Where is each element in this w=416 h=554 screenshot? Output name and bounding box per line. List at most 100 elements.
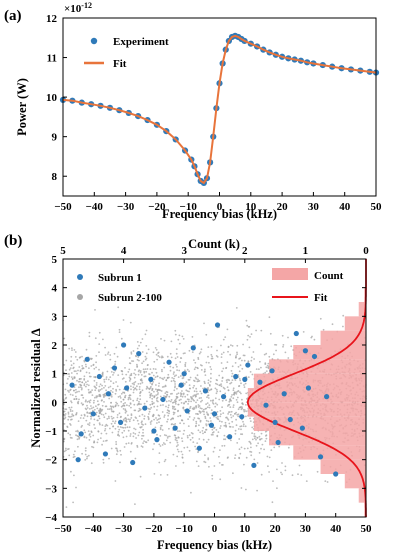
subrun-rest-point <box>253 358 256 360</box>
fit-line <box>62 34 377 185</box>
subrun-rest-point <box>282 344 285 346</box>
subrun-rest-point <box>129 377 132 380</box>
subrun-rest-point <box>175 363 178 366</box>
subrun-rest-point <box>93 399 95 402</box>
subrun-rest-point <box>257 442 259 445</box>
subrun-rest-point <box>152 351 155 354</box>
subrun-rest-point <box>145 329 148 332</box>
subrun1-point <box>148 376 154 382</box>
subrun-rest-point <box>69 416 71 418</box>
subrun-rest-point <box>176 365 178 368</box>
subrun-rest-point <box>70 360 72 362</box>
subrun-rest-point <box>75 395 77 398</box>
subrun-rest-point <box>231 365 234 368</box>
subrun-rest-point <box>193 390 196 393</box>
subrun-rest-point <box>78 386 80 389</box>
subrun-rest-point <box>144 333 147 336</box>
subrun-rest-point <box>125 373 128 376</box>
subrun-rest-point <box>104 346 106 349</box>
subrun-rest-point <box>175 348 178 350</box>
subrun-rest-point <box>215 382 217 385</box>
subrun-rest-point <box>63 450 66 453</box>
subrun-rest-point <box>204 454 206 457</box>
subrun-rest-point <box>176 356 179 358</box>
subrun-rest-point <box>202 426 205 429</box>
subrun1-point <box>142 405 148 411</box>
subrun-rest-point <box>137 423 140 425</box>
subrun-rest-point <box>130 352 133 355</box>
subrun-rest-point <box>75 388 77 391</box>
subrun-rest-point <box>191 336 194 338</box>
subrun-rest-point <box>197 378 199 381</box>
subrun-rest-point <box>126 426 129 429</box>
subrun-rest-point <box>181 395 184 398</box>
subrun-rest-point <box>84 400 87 403</box>
subrun-rest-point <box>184 362 187 364</box>
subrun-rest-point <box>181 457 184 459</box>
legend-subrun1-marker <box>77 274 83 280</box>
subrun-rest-point <box>210 368 213 371</box>
subrun-rest-point <box>121 426 124 429</box>
subrun-rest-point <box>70 401 73 404</box>
subrun-rest-point <box>138 415 141 417</box>
subrun-rest-point <box>97 415 100 418</box>
subrun-rest-point <box>217 418 220 421</box>
subrun-rest-point <box>65 359 68 362</box>
subrun-rest-point <box>213 465 216 467</box>
subrun-rest-point <box>212 450 215 453</box>
subrun-rest-point <box>243 354 246 357</box>
subrun-rest-point <box>249 450 252 453</box>
subrun-rest-point <box>207 346 210 348</box>
subrun-rest-point <box>93 423 95 426</box>
y-tick-label: −3 <box>45 483 57 495</box>
subrun-rest-point <box>192 395 195 398</box>
subrun-rest-point <box>76 391 78 393</box>
subrun-rest-point <box>241 367 244 370</box>
subrun-rest-point <box>220 413 222 416</box>
subrun-rest-point <box>149 421 152 423</box>
subrun-rest-point <box>139 371 142 374</box>
subrun-rest-point <box>140 426 143 428</box>
subrun-rest-point <box>73 455 76 458</box>
subrun-rest-point <box>89 399 92 402</box>
subrun-rest-point <box>228 400 231 403</box>
subrun-rest-point <box>172 373 175 375</box>
subrun-rest-point <box>98 385 101 388</box>
subrun-rest-point <box>231 375 233 378</box>
subrun-rest-point <box>204 382 206 385</box>
subrun-rest-point <box>78 356 81 359</box>
subrun-rest-point <box>230 410 233 413</box>
subrun-rest-point <box>161 424 163 427</box>
subrun-rest-point <box>159 445 162 447</box>
subrun-rest-point <box>83 384 86 387</box>
subrun-rest-point <box>83 429 86 432</box>
subrun-rest-point <box>76 429 79 432</box>
subrun-rest-point <box>239 364 242 367</box>
subrun-rest-point <box>72 367 75 370</box>
subrun-rest-point <box>241 402 244 405</box>
subrun-rest-point <box>104 428 107 430</box>
subrun-rest-point <box>147 348 150 351</box>
subrun-rest-point <box>67 411 70 414</box>
subrun-rest-point <box>204 415 207 418</box>
subrun-rest-point <box>181 437 183 440</box>
subrun-rest-point <box>87 430 90 432</box>
subrun-rest-point <box>300 474 303 476</box>
subrun-rest-point <box>195 387 198 390</box>
subrun-rest-point <box>81 394 84 397</box>
subrun-rest-point <box>120 453 122 456</box>
subrun-rest-point <box>245 456 248 459</box>
subrun-rest-point <box>193 399 196 402</box>
subrun-rest-point <box>211 428 214 431</box>
subrun-rest-point <box>92 364 95 366</box>
subrun-rest-point <box>226 361 229 363</box>
subrun1-point <box>220 394 227 400</box>
subrun-rest-point <box>143 402 146 405</box>
subrun-rest-point <box>235 393 238 395</box>
subrun-rest-point <box>143 415 146 417</box>
subrun-rest-point <box>267 362 270 365</box>
subrun-rest-point <box>75 370 77 372</box>
subrun-rest-point <box>117 306 120 309</box>
subrun-rest-point <box>184 395 187 398</box>
subrun1-point <box>281 391 287 397</box>
